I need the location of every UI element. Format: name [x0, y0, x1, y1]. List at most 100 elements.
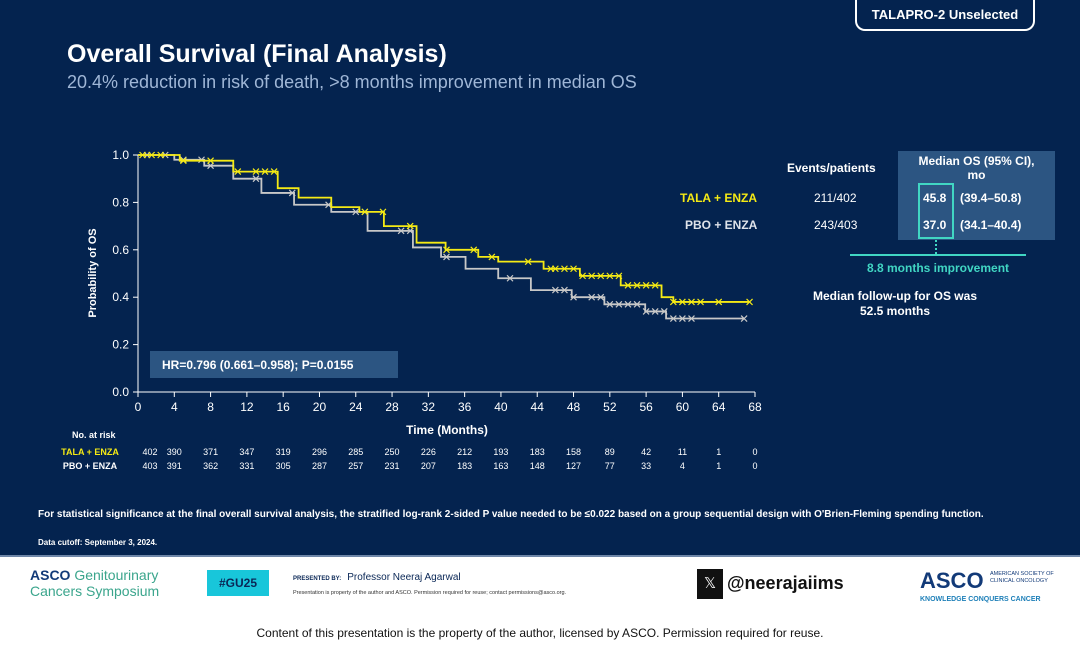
censor-mark: [379, 208, 387, 216]
censor-mark: [397, 227, 405, 235]
censor-mark: [524, 258, 532, 266]
median-header: Median OS (95% CI), mo: [918, 154, 1035, 182]
asco-logo: ASCO: [920, 568, 984, 593]
censor-mark: [139, 151, 146, 159]
median-box: [898, 151, 1055, 240]
hashtag-badge: #GU25: [207, 570, 269, 596]
risk-cell: 296: [311, 447, 327, 457]
risk-cell: 331: [239, 461, 255, 471]
censor-mark: [470, 246, 478, 254]
x-tick-label: 68: [748, 400, 762, 414]
risk-cell: 77: [604, 461, 615, 471]
censor-mark: [606, 272, 614, 280]
censor-mark: [443, 246, 450, 254]
censor-mark: [570, 293, 577, 301]
censor-mark: [642, 307, 650, 315]
asco-gu-logo-text: Genitourinary Cancers Symposium: [30, 567, 160, 599]
asco-tagline: KNOWLEDGE CONQUERS CANCER: [920, 596, 1041, 603]
slide: TALAPRO-2 Unselected Overall Survival (F…: [0, 0, 1080, 555]
footer: [0, 555, 1080, 651]
censor-mark: [488, 253, 496, 261]
risk-cell: 183: [457, 461, 473, 471]
censor-mark: [406, 222, 414, 230]
y-tick-label: 0.8: [112, 195, 129, 209]
censor-mark: [179, 157, 187, 165]
censor-mark: [633, 281, 641, 289]
summary-label-tala: TALA + ENZA: [680, 191, 757, 205]
x-tick-label: 52: [603, 400, 617, 414]
events-pbo: 243/403: [814, 218, 858, 232]
risk-cell: 287: [311, 461, 327, 471]
x-tick-label: 40: [494, 400, 508, 414]
x-tick-label: 48: [567, 400, 581, 414]
permission-note: Presentation is property of the author a…: [293, 590, 567, 596]
risk-row-label: PBO + ENZA: [62, 461, 118, 471]
x-tick-label: 4: [171, 400, 178, 414]
x-tick-label: 28: [385, 400, 399, 414]
risk-cell: 390: [166, 447, 182, 457]
censor-mark: [234, 168, 242, 176]
improvement-text: 8.8 months improvement: [866, 261, 1010, 275]
censor-mark: [624, 300, 632, 308]
footnote: For statistical significance at the fina…: [38, 509, 984, 520]
risk-row-label: TALA + ENZA: [61, 447, 119, 457]
censor-mark: [615, 300, 623, 308]
censor-mark: [551, 286, 559, 294]
x-tick-label: 12: [240, 400, 254, 414]
censor-mark: [361, 208, 369, 216]
censor-mark: [588, 272, 596, 280]
risk-header: No. at risk: [72, 430, 116, 440]
asco-gu-logo-asco: ASCO: [30, 567, 71, 583]
censor-mark: [506, 274, 514, 282]
risk-cell: 402: [142, 447, 158, 457]
censor-mark: [597, 293, 605, 301]
censor-mark: [352, 208, 360, 216]
x-tick-label: 0: [135, 400, 142, 414]
x-tick-label: 44: [531, 400, 545, 414]
x-tick-label: 36: [458, 400, 472, 414]
censor-mark: [678, 315, 686, 322]
risk-cell: 0: [752, 447, 758, 457]
censor-mark: [588, 293, 596, 301]
x-tick-label: 60: [676, 400, 690, 414]
censor-mark: [579, 272, 587, 280]
risk-cell: 319: [275, 447, 291, 457]
x-tick-label: 8: [207, 400, 214, 414]
risk-cell: 158: [566, 447, 582, 457]
y-axis-label: Probability of OS: [87, 228, 99, 317]
censor-mark: [740, 315, 748, 322]
censor-mark: [651, 307, 659, 315]
censor-mark: [157, 151, 165, 159]
censor-mark: [624, 281, 632, 289]
risk-cell: 33: [641, 461, 652, 471]
km-curve-tala-enza: [138, 154, 750, 303]
censor-mark: [678, 298, 686, 306]
improvement-line: [850, 254, 1026, 256]
censor-mark: [207, 157, 215, 165]
censor-mark: [443, 253, 450, 261]
risk-cell: 4: [679, 461, 685, 471]
risk-cell: 163: [493, 461, 509, 471]
risk-cell: 362: [203, 461, 219, 471]
censor-mark: [660, 307, 668, 315]
risk-cell: 207: [420, 461, 436, 471]
censor-mark: [642, 281, 650, 289]
risk-cell: 89: [604, 447, 615, 457]
risk-cell: 0: [752, 461, 758, 471]
censor-mark: [697, 298, 704, 306]
events-header: Events/patients: [787, 161, 876, 175]
censor-mark: [551, 265, 559, 273]
dotted-connector: [935, 240, 937, 254]
x-tick-label: 16: [276, 400, 290, 414]
censor-mark: [198, 156, 205, 164]
risk-cell: 148: [529, 461, 545, 471]
censor-mark: [252, 168, 260, 176]
risk-cell: 250: [384, 447, 400, 457]
censor-mark: [252, 175, 260, 183]
slide-subtitle: 20.4% reduction in risk of death, >8 mon…: [67, 72, 637, 92]
x-tick-label: 20: [313, 400, 327, 414]
censor-mark: [669, 315, 677, 322]
study-tag: TALAPRO-2 Unselected: [855, 0, 1035, 31]
censor-mark: [688, 298, 695, 306]
risk-cell: 1: [716, 447, 722, 457]
